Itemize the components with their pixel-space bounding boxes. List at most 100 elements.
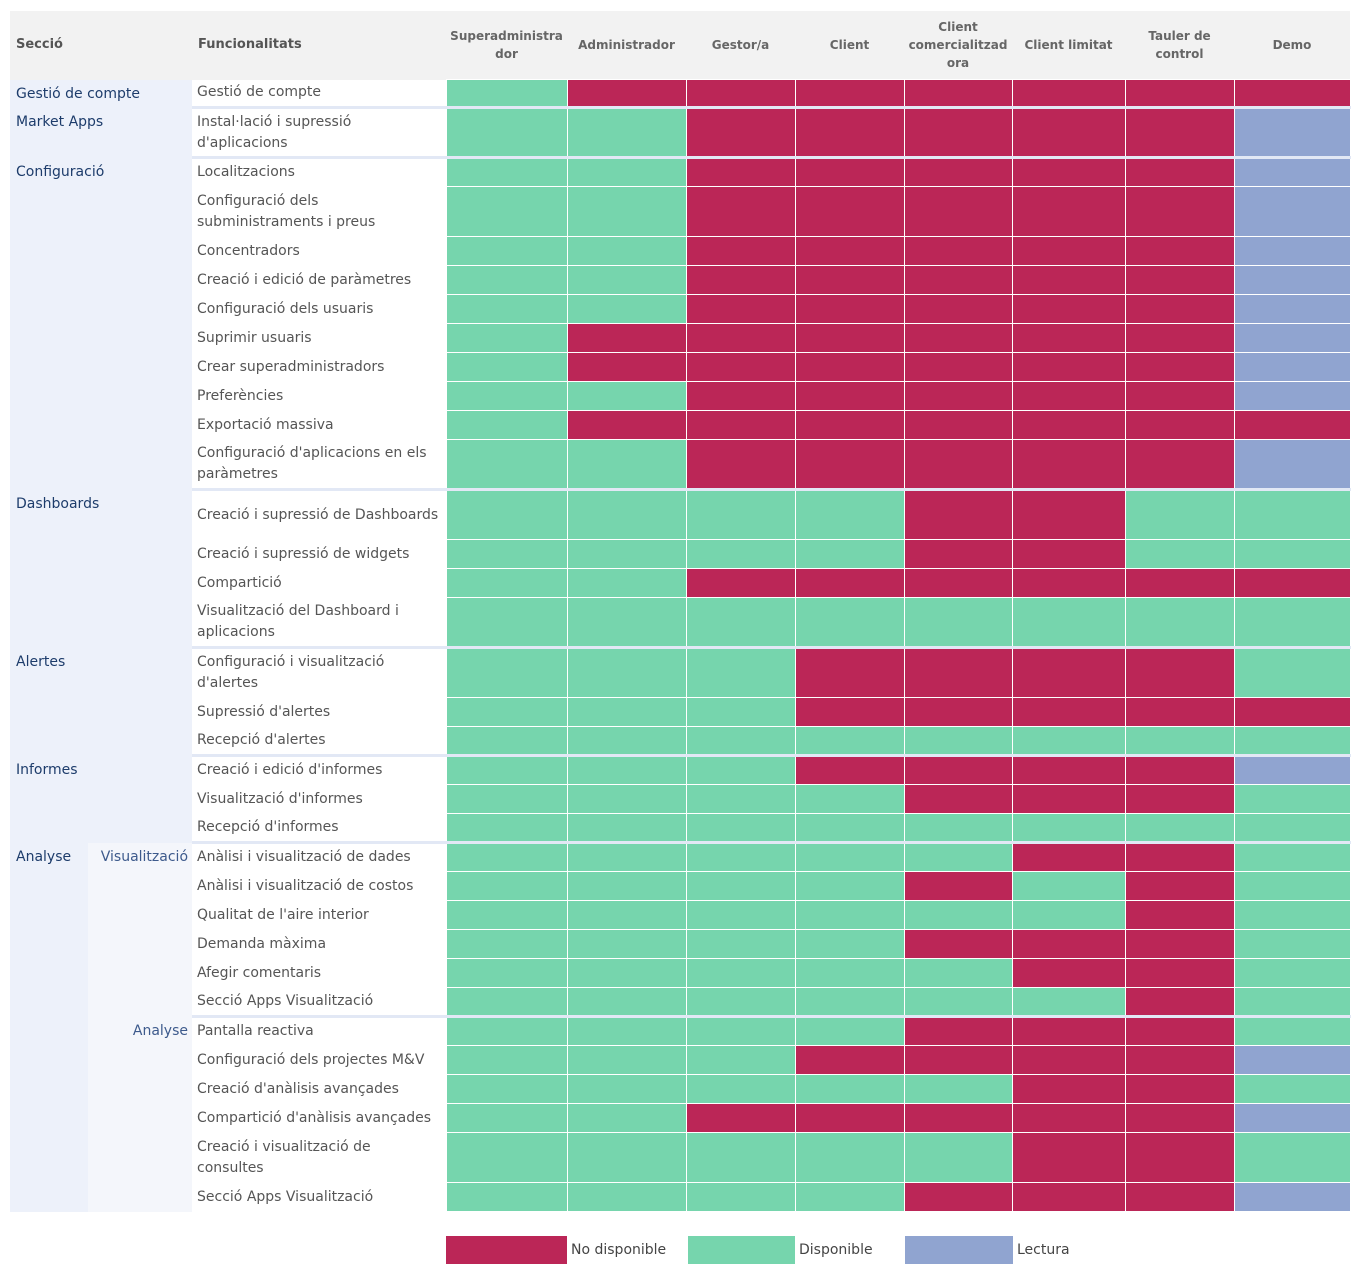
permission-cell <box>445 726 568 756</box>
feature-label: Secció Apps Visualització <box>192 1182 447 1212</box>
permission-cell <box>566 539 687 569</box>
permission-cell <box>1011 236 1126 266</box>
permission-cell <box>445 1045 568 1075</box>
permission-cell <box>903 726 1013 756</box>
permission-cell <box>1233 106 1351 158</box>
permission-cell <box>566 784 687 814</box>
permission-cell <box>794 841 905 872</box>
permission-cell <box>794 294 905 324</box>
permission-cell <box>685 1132 796 1183</box>
permission-cell <box>1124 186 1235 237</box>
permission-cell <box>794 646 905 698</box>
permission-cell <box>903 958 1013 988</box>
permission-cell <box>794 323 905 353</box>
permission-cell <box>445 323 568 353</box>
permission-cell <box>1011 568 1126 598</box>
permission-cell <box>903 1103 1013 1133</box>
permission-cell <box>566 754 687 785</box>
feature-label: Creació i supressió de widgets <box>192 539 447 569</box>
permission-cell <box>1011 352 1126 382</box>
permission-cell <box>1124 294 1235 324</box>
table-row: Creació i visualització de consultes <box>10 1132 1351 1183</box>
permission-cell <box>903 539 1013 569</box>
permission-cell <box>1124 539 1235 569</box>
permission-cell <box>445 958 568 988</box>
permission-cell <box>794 410 905 440</box>
feature-label: Preferències <box>192 381 447 411</box>
permission-cell <box>685 568 796 598</box>
permission-cell <box>685 987 796 1017</box>
permission-cell <box>903 410 1013 440</box>
permission-cell <box>1011 1015 1126 1046</box>
feature-label: Anàlisi i visualització de costos <box>192 871 447 901</box>
permission-cell <box>685 813 796 843</box>
permission-cell <box>1233 871 1351 901</box>
permission-cell <box>445 236 568 266</box>
permission-cell <box>903 900 1013 930</box>
permission-cell <box>1124 813 1235 843</box>
permission-cell <box>566 646 687 698</box>
permission-cell <box>566 1045 687 1075</box>
permission-cell <box>566 871 687 901</box>
permission-cell <box>903 841 1013 872</box>
table-row: Configuració dels usuaris <box>10 294 1351 324</box>
permission-cell <box>445 488 568 540</box>
permission-cell <box>794 1182 905 1212</box>
permission-cell <box>1233 987 1351 1017</box>
permission-cell <box>566 1103 687 1133</box>
permission-cell <box>685 265 796 295</box>
permission-cell <box>685 79 796 108</box>
permission-cell <box>794 439 905 490</box>
permission-cell <box>685 841 796 872</box>
permission-cell <box>794 106 905 158</box>
table-row: Market Apps Instal·lació i supressió d'ap… <box>10 106 1351 158</box>
permission-cell <box>1124 381 1235 411</box>
permission-cell <box>1233 841 1351 872</box>
permission-cell <box>445 784 568 814</box>
permission-cell <box>903 754 1013 785</box>
feature-label: Configuració dels subministraments i pre… <box>192 186 447 237</box>
table-row: Creació d'anàlisis avançades <box>10 1074 1351 1104</box>
feature-label: Pantalla reactiva <box>192 1015 447 1046</box>
permission-cell <box>685 439 796 490</box>
section-label: Analyse <box>10 842 88 1212</box>
feature-label: Compartició d'anàlisis avançades <box>192 1103 447 1133</box>
feature-label: Configuració dels projectes M&V <box>192 1045 447 1075</box>
permission-cell <box>1233 568 1351 598</box>
section-label: Gestió de compte <box>10 79 193 108</box>
permission-cell <box>445 381 568 411</box>
permission-cell <box>445 871 568 901</box>
permission-cell <box>566 236 687 266</box>
table-row: Analyse Pantalla reactiva <box>10 1015 1351 1212</box>
permission-cell <box>794 726 905 756</box>
permission-cell <box>566 568 687 598</box>
permission-cell <box>566 410 687 440</box>
table-row: Secció Apps Visualització <box>10 1182 1351 1212</box>
permission-cell <box>445 106 568 158</box>
permission-cell <box>1011 410 1126 440</box>
permission-cell <box>1011 754 1126 785</box>
feature-label: Recepció d'informes <box>192 813 447 843</box>
permission-cell <box>1233 79 1351 108</box>
permission-cell <box>1233 236 1351 266</box>
permission-cell <box>566 156 687 187</box>
permission-cell <box>1011 871 1126 901</box>
permission-cell <box>903 381 1013 411</box>
permission-cell <box>566 1182 687 1212</box>
permission-cell <box>685 697 796 727</box>
permission-cell <box>445 79 568 108</box>
legend: Lectura <box>905 1236 1070 1264</box>
legend: Disponible <box>688 1236 873 1264</box>
permission-cell <box>1011 784 1126 814</box>
table-row: Supressió d'alertes <box>10 697 1351 727</box>
permission-cell <box>1233 1074 1351 1104</box>
permission-cell <box>794 381 905 411</box>
permission-cell <box>445 646 568 698</box>
permission-cell <box>1233 784 1351 814</box>
permission-cell <box>903 265 1013 295</box>
permission-cell <box>1233 186 1351 237</box>
feature-label: Crear superadministradors <box>192 352 447 382</box>
permission-cell <box>1124 597 1235 648</box>
permission-cell <box>685 726 796 756</box>
permission-cell <box>1011 156 1126 187</box>
